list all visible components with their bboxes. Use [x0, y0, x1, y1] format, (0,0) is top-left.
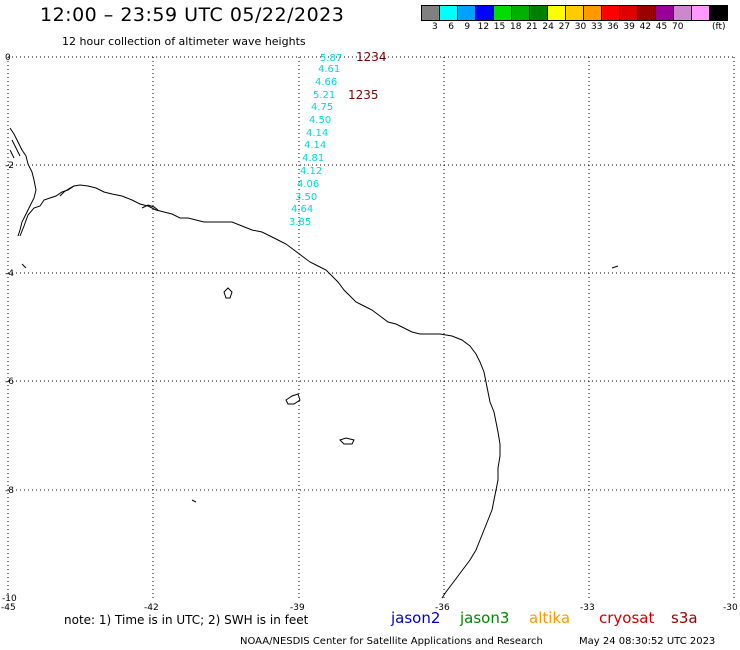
legend-label: 30	[574, 22, 587, 32]
pass-label: 1235	[348, 88, 379, 102]
island-east	[339, 437, 355, 445]
legend-label: 36	[607, 22, 619, 32]
wave-height-label: 3.50	[295, 192, 317, 203]
wave-height-label: 4.61	[318, 64, 340, 75]
lon-tick-label: -30	[723, 603, 738, 613]
lon-tick-label: -36	[435, 603, 450, 613]
wave-height-label: 4.14	[306, 128, 328, 139]
credit-line: NOAA/NESDIS Center for Satellite Applica…	[240, 636, 543, 647]
satellite-label-jason2: jason2	[391, 609, 441, 627]
graticule	[7, 56, 735, 598]
satellite-label-jason3: jason3	[460, 609, 510, 627]
legend-unit: (ft)	[712, 22, 726, 32]
island-small-south	[191, 499, 197, 503]
wave-height-label: 5.87	[320, 53, 342, 64]
coastline-islets	[59, 185, 159, 211]
legend-swatch	[709, 5, 728, 21]
satellite-label-s3a: s3a	[671, 609, 698, 627]
lat-tick-label: -10	[2, 594, 17, 604]
lat-tick-label: -6	[5, 377, 14, 387]
wave-height-label: 3.85	[289, 217, 311, 228]
lat-tick-label: -8	[5, 486, 14, 496]
lat-tick-label: -2	[5, 161, 14, 171]
coastline-north-islands	[9, 127, 37, 237]
lon-tick-label: -39	[290, 603, 305, 613]
legend-label: 15	[493, 22, 506, 32]
generation-timestamp: May 24 08:30:52 UTC 2023	[579, 636, 716, 647]
coastline	[9, 127, 619, 599]
footer-note: note: 1) Time is in UTC; 2) SWH is in fe…	[64, 613, 309, 627]
legend-label: 9	[464, 22, 471, 32]
legend-label: 24	[542, 22, 554, 32]
wave-height-label: 4.12	[300, 166, 322, 177]
chart-title: 12:00 – 23:59 UTC 05/22/2023	[40, 4, 345, 26]
island-far-east	[611, 265, 619, 269]
legend-label: 42	[639, 22, 652, 32]
island-small-west	[21, 263, 27, 269]
wave-height-label: 4.81	[302, 153, 324, 164]
legend-label: 27	[558, 22, 571, 32]
legend-label: 33	[591, 22, 603, 32]
lon-tick-label: -42	[144, 603, 159, 613]
lon-tick-label: -33	[580, 603, 595, 613]
legend-label: 39	[623, 22, 635, 32]
lat-tick-label: -4	[5, 269, 14, 279]
legend-label: 6	[448, 22, 454, 32]
coastline-mainland	[19, 184, 501, 599]
wave-height-label: 4.50	[309, 115, 331, 126]
wave-height-label: 4.75	[311, 102, 333, 113]
fernando-de-noronha	[285, 393, 301, 405]
legend-label: 3	[432, 22, 438, 32]
legend-label: 21	[526, 22, 538, 32]
wave-height-label: 5.21	[313, 90, 335, 101]
rocas-atoll	[223, 287, 233, 299]
pass-label: 1234	[356, 50, 387, 64]
chart-subtitle: 12 hour collection of altimeter wave hei…	[62, 35, 306, 48]
legend-label: 18	[510, 22, 522, 32]
satellite-label-altika: altika	[529, 609, 571, 627]
color-scale-labels: 3 6 9 12 15 18 21 24 27 30 33 36 39 42 45 70	[421, 22, 740, 34]
legend-label: 70	[672, 22, 684, 32]
legend-label: 12	[477, 22, 490, 32]
lon-tick-label: -45	[1, 603, 16, 613]
wave-height-label: 4.66	[315, 77, 337, 88]
legend-label: 45	[655, 22, 668, 32]
satellite-label-cryosat: cryosat	[599, 609, 655, 627]
color-scale-legend	[421, 5, 728, 21]
wave-height-label: 4.14	[304, 140, 326, 151]
lat-tick-label: 0	[5, 53, 11, 63]
wave-height-label: 4.64	[291, 204, 313, 215]
wave-height-label: 4.06	[297, 179, 319, 190]
